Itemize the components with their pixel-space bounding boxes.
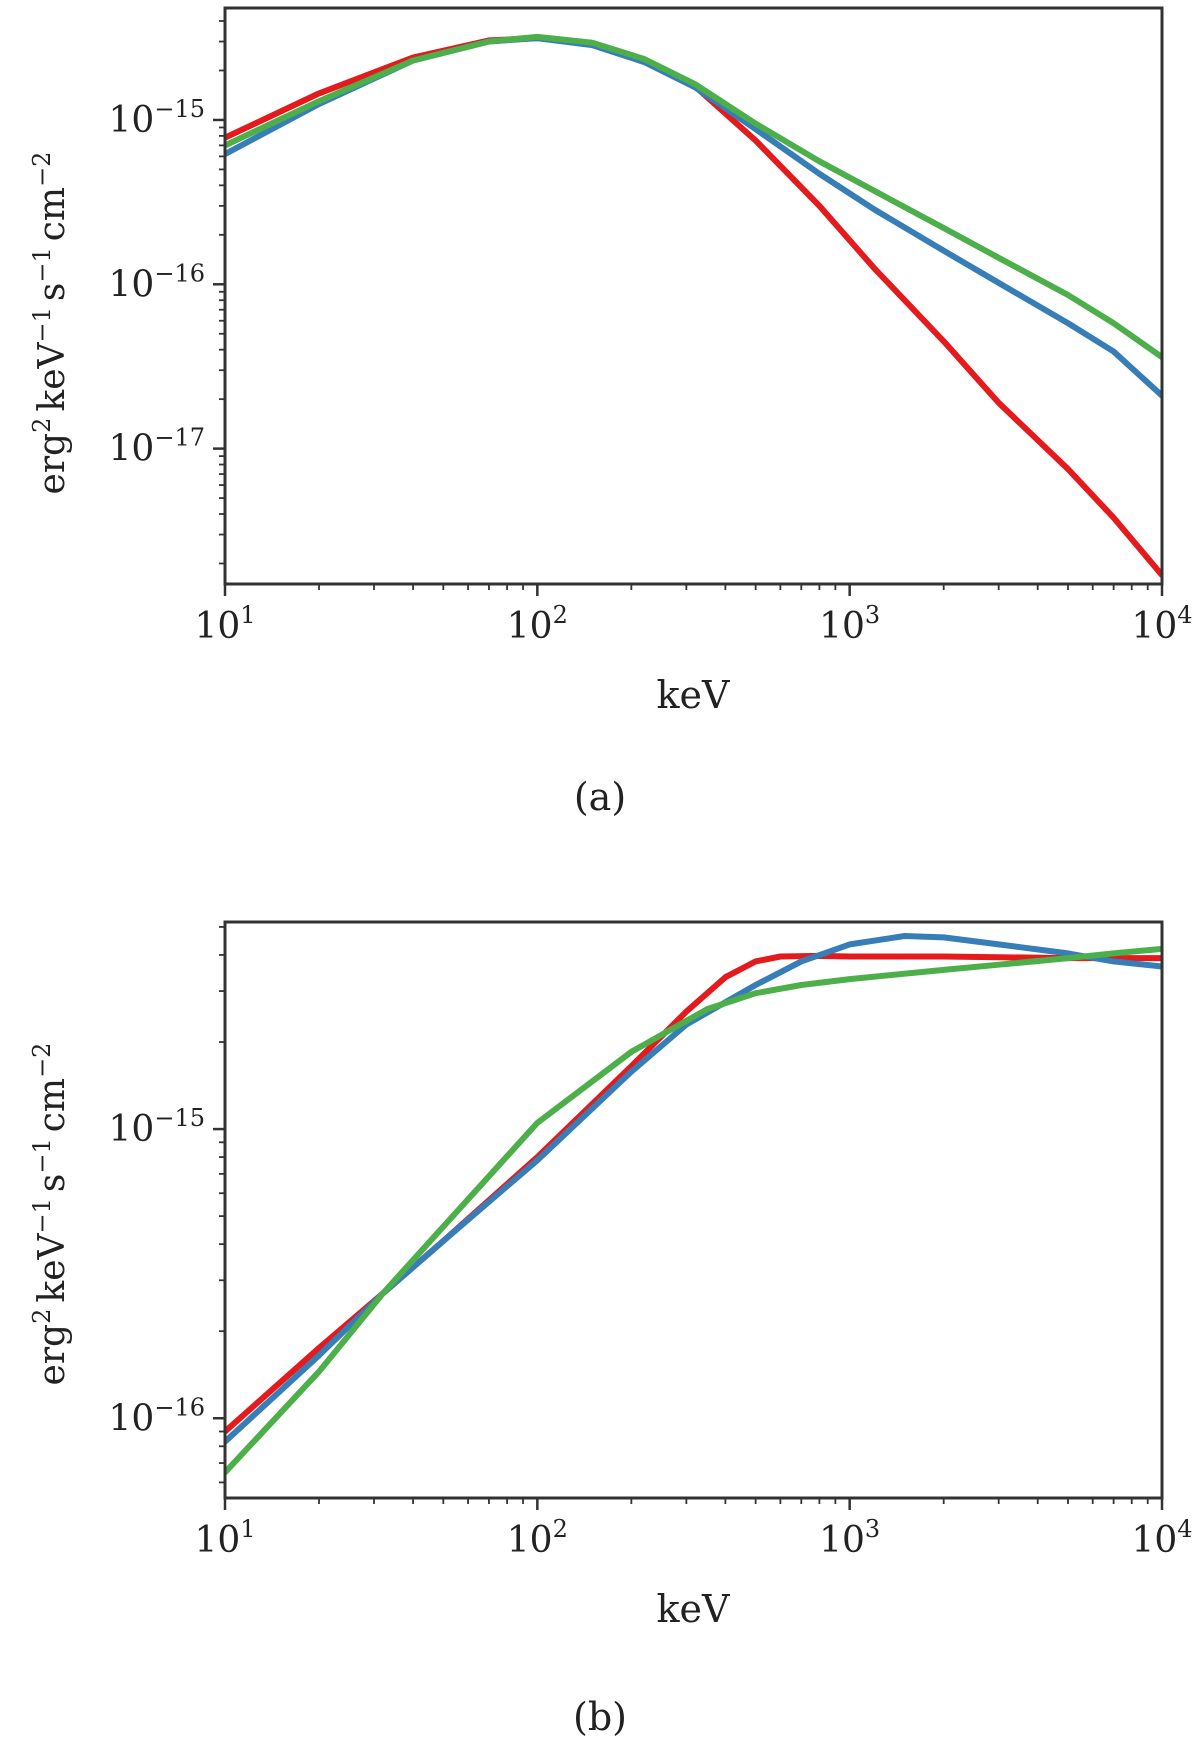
panel-b-series-group — [225, 933, 1162, 1476]
panel-b-plot — [225, 933, 1162, 1476]
panel-b-caption: (b) — [573, 1695, 627, 1739]
panel-a-frame — [223, 6, 1164, 586]
panel-b-frame — [223, 920, 1164, 1500]
panel-b: 101 102 103 104 10−15 10−16 keV erg2keV−1s−1c… — [28, 920, 1193, 1739]
panel-b-x-axis-label: keV — [657, 1587, 731, 1631]
panel-a-axes: 101 102 103 104 10−15 10−16 10−17 — [109, 6, 1193, 647]
x-tick-label: 103 — [819, 601, 880, 647]
x-tick-label: 101 — [194, 601, 255, 647]
x-tick-label: 103 — [819, 1515, 880, 1561]
y-tick-label: 10−15 — [109, 1104, 205, 1150]
x-tick-label: 101 — [194, 1515, 255, 1561]
panel-a-plot — [225, 33, 1162, 579]
y-tick-label: 10−16 — [109, 1393, 205, 1439]
panel-b-y-axis-label: erg2keV−1s−1cm−2 — [28, 1043, 73, 1386]
series-line-blue — [225, 933, 1162, 1445]
series-line-green — [225, 33, 1162, 361]
panel-a-caption: (a) — [574, 775, 626, 819]
x-tick-label: 102 — [507, 601, 568, 647]
y-tick-label: 10−16 — [109, 259, 205, 305]
series-line-green — [225, 945, 1162, 1476]
series-line-red — [225, 952, 1162, 1435]
x-tick-label: 102 — [507, 1515, 568, 1561]
series-line-blue — [225, 35, 1162, 399]
panel-a-series-group — [225, 33, 1162, 579]
y-tick-label: 10−17 — [109, 424, 205, 470]
series-line-red — [225, 35, 1162, 579]
x-tick-label: 104 — [1131, 1515, 1192, 1561]
panel-a: 101 102 103 104 10−15 10−16 10−17 keV erg2keV−… — [28, 6, 1193, 819]
x-tick-label: 104 — [1131, 601, 1192, 647]
y-tick-label: 10−15 — [109, 95, 205, 141]
panel-a-y-axis-label: erg2keV−1s−1cm−2 — [28, 152, 73, 495]
panel-a-x-axis-label: keV — [657, 673, 731, 717]
panel-b-axes: 101 102 103 104 10−15 10−16 — [109, 920, 1193, 1561]
